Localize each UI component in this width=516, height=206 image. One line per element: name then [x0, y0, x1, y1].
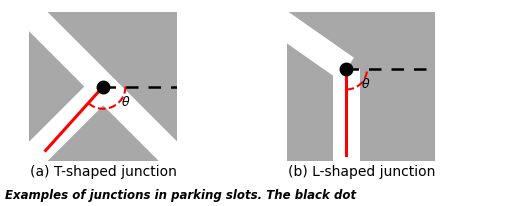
Polygon shape [5, 77, 112, 185]
Text: (a) T-shaped junction: (a) T-shaped junction [30, 165, 176, 179]
Text: Examples of junctions in parking slots. The black dot: Examples of junctions in parking slots. … [5, 189, 356, 202]
Text: (b) L-shaped junction: (b) L-shaped junction [287, 165, 435, 179]
Text: $\theta$: $\theta$ [121, 95, 131, 109]
Polygon shape [333, 69, 360, 195]
Text: $\theta$: $\theta$ [361, 77, 370, 91]
Polygon shape [5, 0, 112, 96]
Polygon shape [235, 0, 354, 80]
Polygon shape [94, 77, 202, 185]
